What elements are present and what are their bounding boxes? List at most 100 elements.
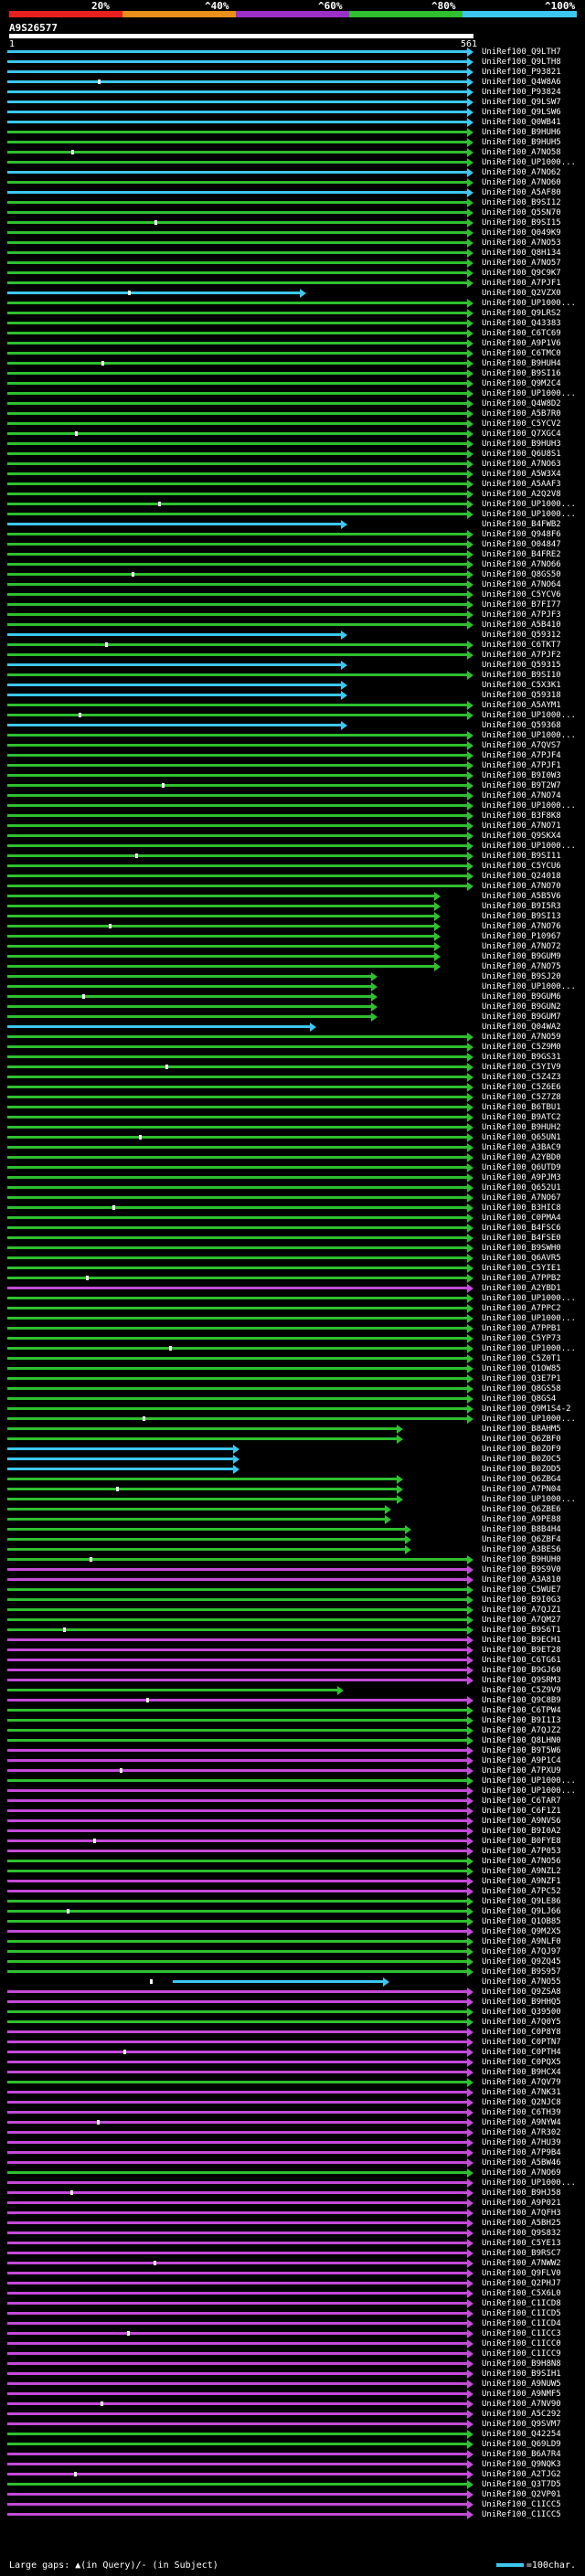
hit-label[interactable]: UniRef100_Q59318 xyxy=(482,691,561,700)
hit-label[interactable]: UniRef100_A7NO76 xyxy=(482,922,561,931)
hit-alignment-bar[interactable] xyxy=(7,1679,468,1681)
hit-alignment-bar[interactable] xyxy=(7,1417,468,1420)
hit-row[interactable]: UniRef100_Q4W8A6 xyxy=(0,78,585,88)
hit-alignment-bar[interactable] xyxy=(7,1528,406,1531)
hit-alignment-bar[interactable] xyxy=(7,1065,468,1068)
hit-alignment-bar[interactable] xyxy=(7,442,468,445)
hit-row[interactable]: UniRef100_A3BAC9 xyxy=(0,1143,585,1153)
hit-alignment-bar[interactable] xyxy=(7,482,468,485)
hit-alignment-bar[interactable] xyxy=(7,2061,468,2063)
hit-alignment-bar[interactable] xyxy=(7,915,435,917)
hit-row[interactable]: UniRef100_A7NO56 xyxy=(0,1857,585,1867)
hit-label[interactable]: UniRef100_C5Z9V9 xyxy=(482,1686,561,1695)
hit-label[interactable]: UniRef100_A9NMF5 xyxy=(482,2390,561,2399)
hit-row[interactable]: UniRef100_A9NYW4 xyxy=(0,2118,585,2128)
hit-row[interactable]: UniRef100_A7NO70 xyxy=(0,882,585,892)
hit-alignment-bar[interactable] xyxy=(7,774,468,777)
hit-alignment-bar[interactable] xyxy=(7,2342,468,2345)
hit-alignment-bar[interactable] xyxy=(7,975,373,978)
hit-alignment-bar[interactable] xyxy=(7,543,468,546)
hit-alignment-bar[interactable] xyxy=(7,2252,468,2254)
hit-row[interactable]: UniRef100_B9T2W7 xyxy=(0,781,585,791)
hit-alignment-bar[interactable] xyxy=(7,131,468,133)
hit-alignment-bar[interactable] xyxy=(7,1900,468,1903)
hit-label[interactable]: UniRef100_B9HCX4 xyxy=(482,2068,561,2077)
hit-alignment-bar[interactable] xyxy=(7,935,435,938)
hit-row[interactable]: UniRef100_A7NO76 xyxy=(0,922,585,932)
hit-row[interactable]: UniRef100_B9HUH5 xyxy=(0,138,585,148)
hit-row[interactable]: UniRef100_Q9M2C4 xyxy=(0,379,585,389)
hit-label[interactable]: UniRef100_Q04WA2 xyxy=(482,1023,561,1032)
hit-row[interactable]: UniRef100_C6TMC0 xyxy=(0,349,585,359)
hit-alignment-bar[interactable] xyxy=(7,271,468,274)
hit-label[interactable]: UniRef100_A9NZF1 xyxy=(482,1877,561,1886)
hit-alignment-bar[interactable] xyxy=(7,1829,468,1832)
hit-row[interactable]: UniRef100_A7NO71 xyxy=(0,822,585,832)
hit-label[interactable]: UniRef100_A7NO58 xyxy=(482,148,561,157)
hit-label[interactable]: UniRef100_A7NO66 xyxy=(482,560,561,569)
hit-row[interactable]: UniRef100_A7R302 xyxy=(0,2128,585,2138)
hit-alignment-bar[interactable] xyxy=(7,402,468,405)
hit-alignment-bar[interactable] xyxy=(7,161,468,164)
hit-row[interactable]: UniRef100_UP1000... xyxy=(0,1314,585,1324)
hit-row[interactable]: UniRef100_Q2VP01 xyxy=(0,2490,585,2500)
hit-alignment-bar[interactable] xyxy=(7,2392,468,2395)
hit-alignment-bar[interactable] xyxy=(7,2473,468,2475)
hit-label[interactable]: UniRef100_B9HJ58 xyxy=(482,2189,561,2198)
hit-alignment-bar[interactable] xyxy=(7,965,435,968)
hit-row[interactable]: UniRef100_A3BES6 xyxy=(0,1545,585,1555)
hit-label[interactable]: UniRef100_A5B7R0 xyxy=(482,409,561,419)
hit-label[interactable]: UniRef100_Q4W8D2 xyxy=(482,399,561,408)
hit-label[interactable]: UniRef100_Q24018 xyxy=(482,872,561,881)
hit-alignment-bar[interactable] xyxy=(7,1608,468,1611)
hit-alignment-bar[interactable] xyxy=(7,1699,468,1701)
hit-label[interactable]: UniRef100_A2YBD1 xyxy=(482,1284,561,1293)
hit-alignment-bar[interactable] xyxy=(7,1256,468,1259)
hit-alignment-bar[interactable] xyxy=(7,211,468,214)
hit-row[interactable]: UniRef100_A7P9B4 xyxy=(0,2148,585,2158)
hit-row[interactable]: UniRef100_C1ICD4 xyxy=(0,2319,585,2329)
hit-alignment-bar[interactable] xyxy=(7,362,468,365)
hit-label[interactable]: UniRef100_UP1000... xyxy=(482,158,576,167)
hit-label[interactable]: UniRef100_Q8GS58 xyxy=(482,1384,561,1394)
hit-label[interactable]: UniRef100_Q59315 xyxy=(482,661,561,670)
hit-alignment-bar[interactable] xyxy=(7,1910,468,1913)
hit-row[interactable]: UniRef100_A9NZL2 xyxy=(0,1867,585,1877)
hit-alignment-bar[interactable] xyxy=(7,2503,468,2506)
hit-row[interactable]: UniRef100_C5Z6E6 xyxy=(0,1083,585,1093)
hit-row[interactable]: UniRef100_Q6AVR5 xyxy=(0,1254,585,1264)
hit-alignment-bar[interactable] xyxy=(7,875,468,877)
hit-label[interactable]: UniRef100_B9GUM9 xyxy=(482,952,561,961)
hit-alignment-bar[interactable] xyxy=(7,784,468,787)
hit-alignment-bar[interactable] xyxy=(7,1246,468,1249)
hit-label[interactable]: UniRef100_C0PMA4 xyxy=(482,1214,561,1223)
hit-alignment-bar[interactable] xyxy=(7,1628,468,1631)
hit-row[interactable]: UniRef100_Q6ZBF0 xyxy=(0,1435,585,1445)
hit-alignment-bar[interactable] xyxy=(7,885,468,887)
hit-alignment-bar[interactable] xyxy=(7,1387,468,1390)
hit-alignment-bar[interactable] xyxy=(7,1890,468,1892)
hit-alignment-bar[interactable] xyxy=(7,824,468,827)
hit-alignment-bar[interactable] xyxy=(7,1618,468,1621)
hit-row[interactable]: UniRef100_B9SI16 xyxy=(0,369,585,379)
hit-label[interactable]: UniRef100_B9HHQ5 xyxy=(482,1998,561,2007)
hit-row[interactable]: UniRef100_UP1000... xyxy=(0,801,585,811)
hit-row[interactable]: UniRef100_Q59318 xyxy=(0,691,585,701)
hit-row[interactable]: UniRef100_A5B7R0 xyxy=(0,409,585,419)
hit-label[interactable]: UniRef100_UP1000... xyxy=(482,711,576,720)
hit-alignment-bar[interactable] xyxy=(7,854,468,857)
hit-alignment-bar[interactable] xyxy=(7,1578,468,1581)
hit-alignment-bar[interactable] xyxy=(7,462,468,465)
hit-label[interactable]: UniRef100_UP1000... xyxy=(482,1344,576,1353)
hit-alignment-bar[interactable] xyxy=(7,673,468,676)
hit-alignment-bar[interactable] xyxy=(7,452,468,455)
hit-row[interactable]: UniRef100_A5BW46 xyxy=(0,2158,585,2168)
hit-label[interactable]: UniRef100_A9P1C4 xyxy=(482,1756,561,1765)
hit-label[interactable]: UniRef100_UP1000... xyxy=(482,1314,576,1323)
hit-label[interactable]: UniRef100_C6TPW4 xyxy=(482,1706,561,1715)
hit-label[interactable]: UniRef100_A7NO75 xyxy=(482,962,561,971)
hit-label[interactable]: UniRef100_A9NLF0 xyxy=(482,1937,561,1946)
hit-alignment-bar[interactable] xyxy=(7,2433,468,2435)
hit-row[interactable]: UniRef100_A7NO66 xyxy=(0,560,585,570)
hit-row[interactable]: UniRef100_B9HUH6 xyxy=(0,128,585,138)
